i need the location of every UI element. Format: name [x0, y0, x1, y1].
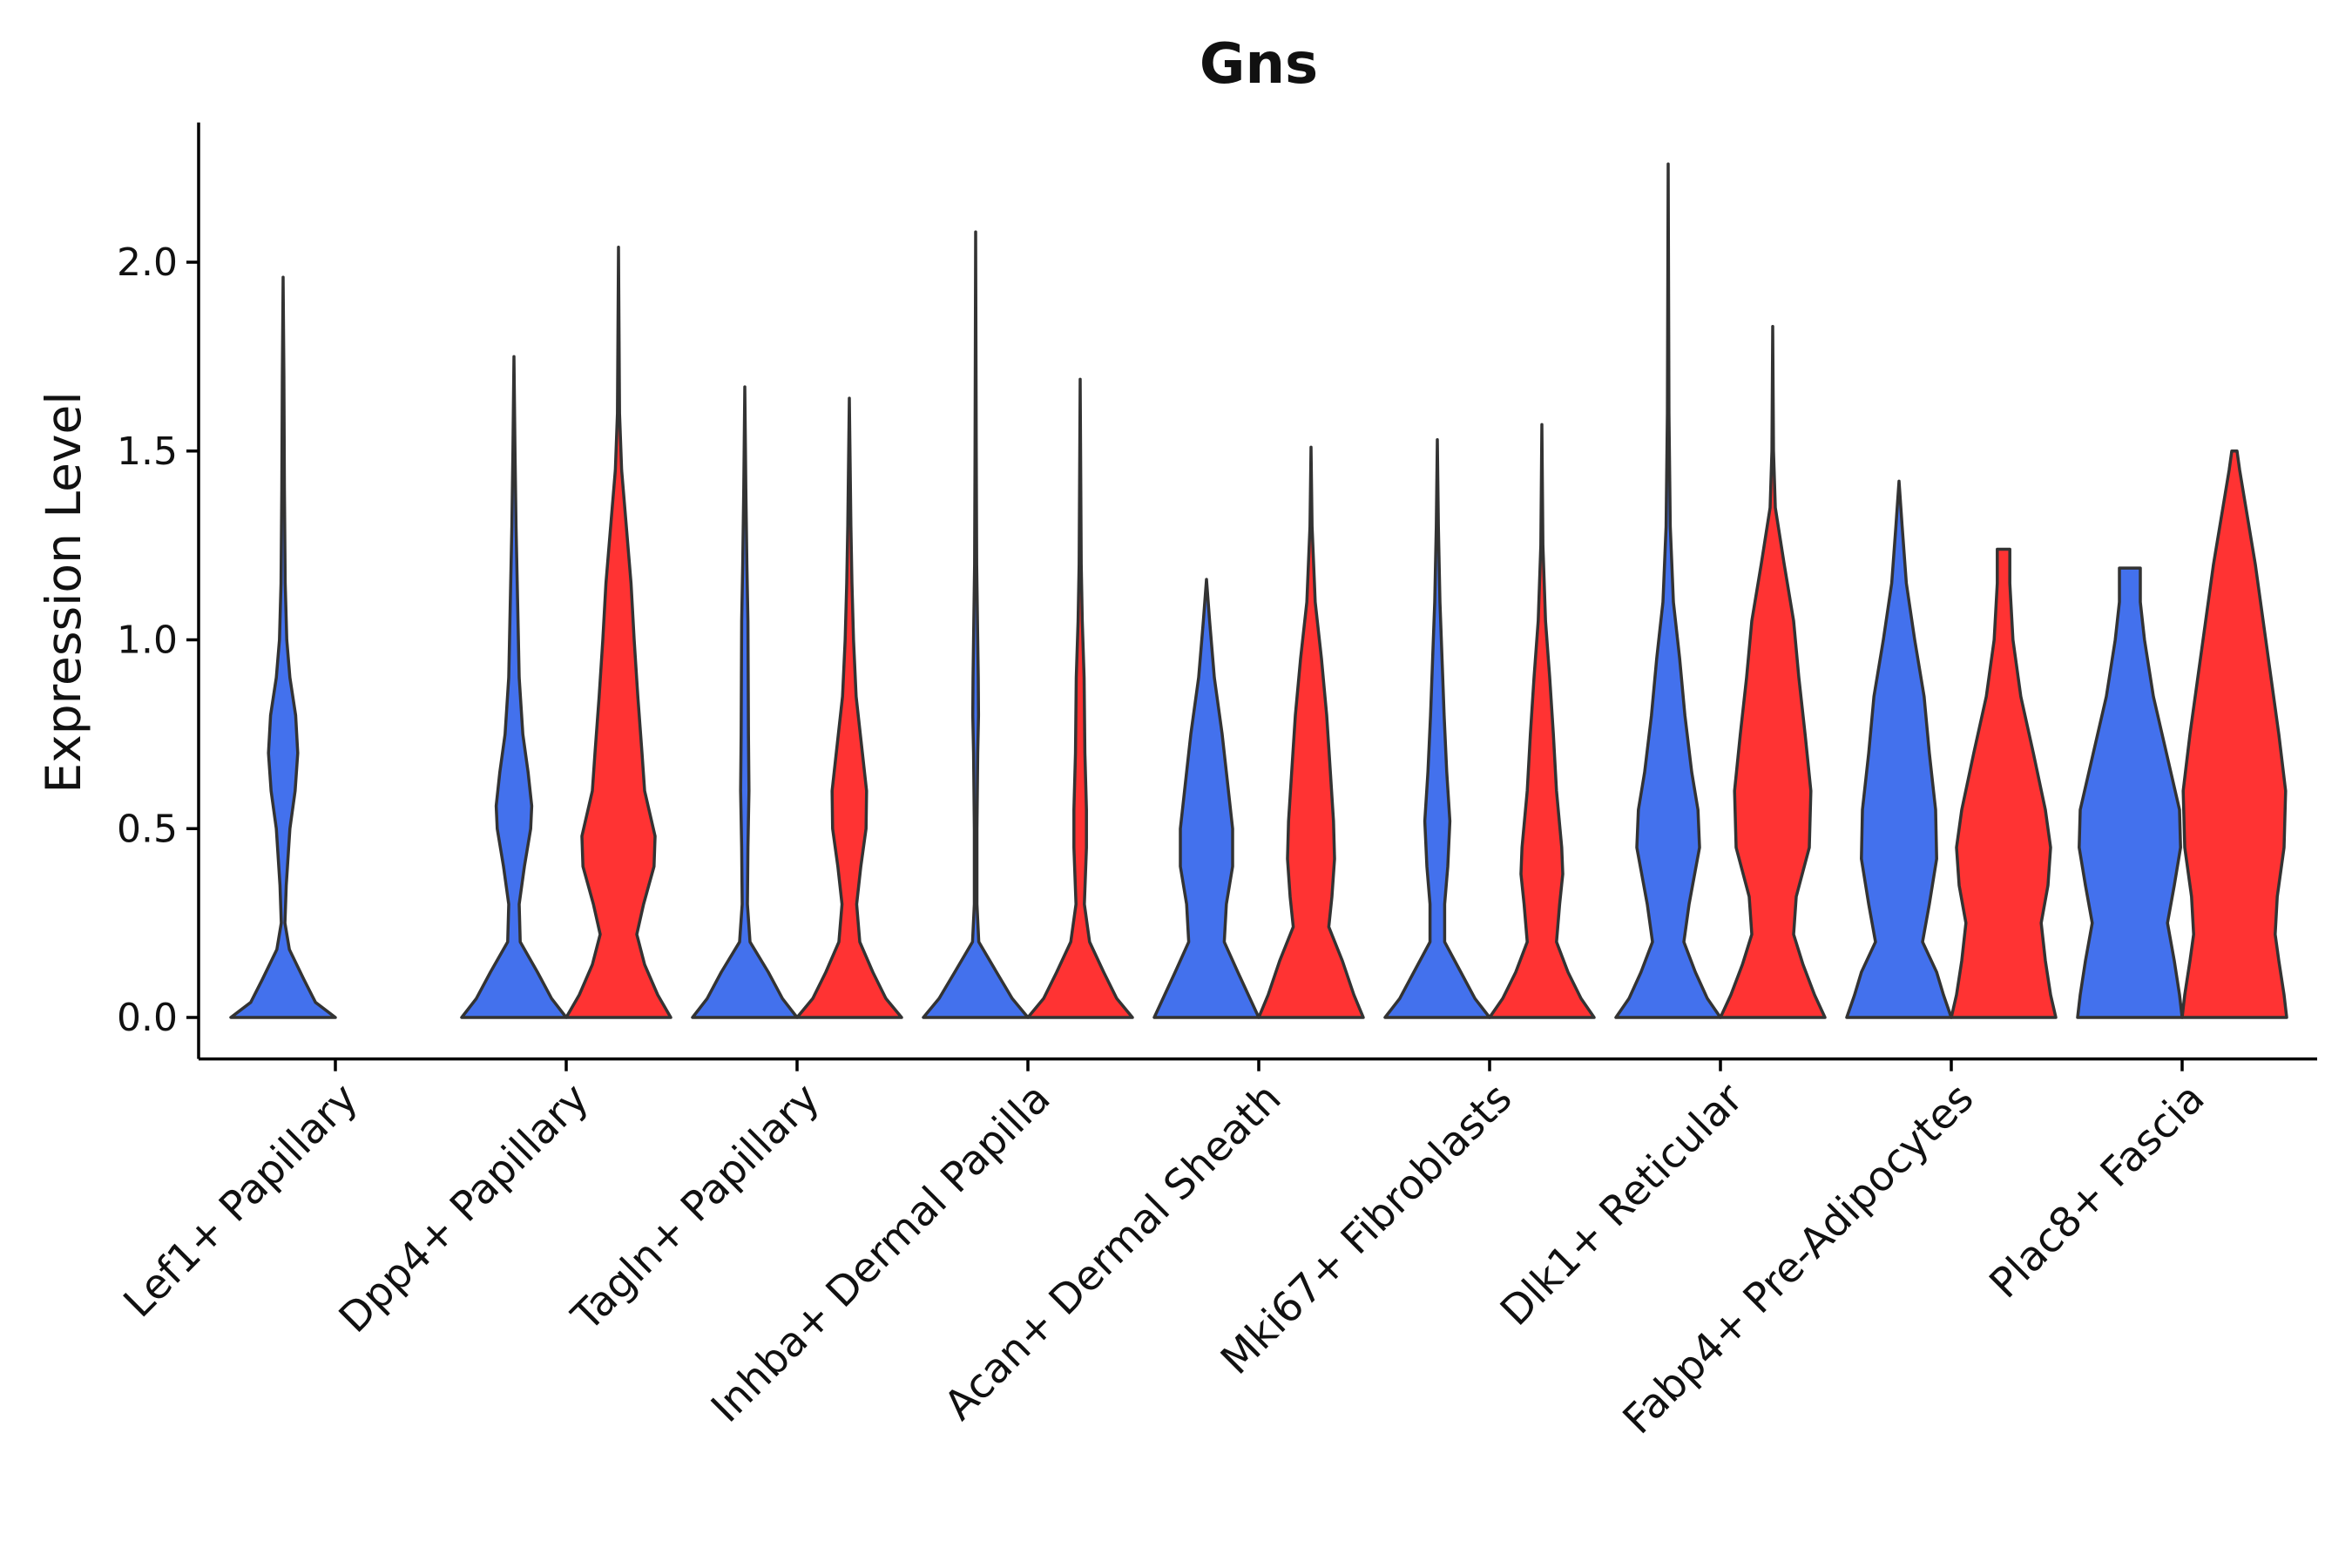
violin-dpp4-papillary-group-2: [564, 245, 672, 1019]
x-tick-label: Plac8+ Fascia: [1981, 1074, 2214, 1308]
x-tick-label: Dpp4+ Papillary: [330, 1074, 598, 1342]
violin-tagln-papillary-group-2: [795, 396, 903, 1019]
violin-dlk1-reticular-group-2: [1719, 324, 1827, 1019]
violin-inhba-dermal-papilla-group-1: [922, 230, 1030, 1019]
y-tick-label: 1.0: [117, 618, 178, 663]
y-tick-label: 2.0: [117, 240, 178, 285]
violin-mki67-fibroblasts-group-1: [1383, 437, 1491, 1019]
violin-fabp4-pre-adipocytes-group-2: [1950, 547, 2058, 1019]
x-tick-label: Lef1+ Papillary: [115, 1074, 368, 1327]
violin-mki67-fibroblasts-group-2: [1488, 422, 1596, 1019]
violin-plac8-fascia-group-1: [2076, 566, 2184, 1019]
violin-lef1-papillary-group-1: [229, 275, 337, 1019]
violin-acan-dermal-sheath-group-2: [1257, 445, 1365, 1019]
y-tick-label: 0.0: [117, 996, 178, 1040]
violin-dpp4-papillary-group-1: [460, 355, 568, 1019]
chart-title: Gns: [1200, 32, 1318, 97]
violin-plac8-fascia-group-2: [2180, 449, 2288, 1019]
violin-acan-dermal-sheath-group-1: [1152, 578, 1260, 1019]
y-tick-label: 1.5: [117, 429, 178, 474]
violin-inhba-dermal-papilla-group-2: [1026, 377, 1134, 1019]
y-tick-label: 0.5: [117, 807, 178, 851]
y-axis-label: Expression Level: [36, 391, 91, 793]
x-tick-label: Tagln+ Papillary: [563, 1074, 829, 1341]
x-tick-label: Dlk1+ Reticular: [1491, 1074, 1753, 1335]
violins-layer: [229, 162, 2288, 1019]
violin-dlk1-reticular-group-1: [1614, 162, 1722, 1019]
violin-tagln-papillary-group-1: [691, 385, 799, 1019]
violin-fabp4-pre-adipocytes-group-1: [1845, 479, 1953, 1019]
